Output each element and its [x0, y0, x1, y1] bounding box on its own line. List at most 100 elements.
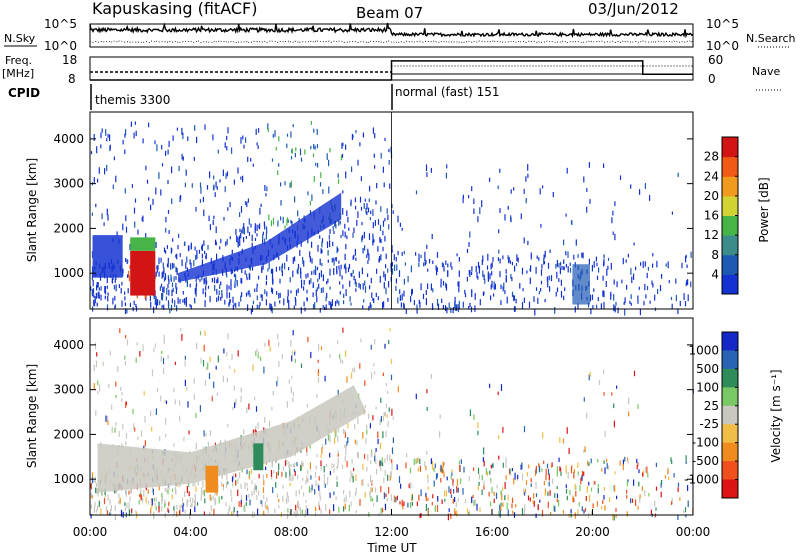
- power-echo: [527, 164, 529, 171]
- velocity-echo: [385, 493, 387, 498]
- velocity-echo: [161, 492, 163, 498]
- power-echo: [385, 253, 387, 259]
- power-echo: [677, 172, 679, 177]
- velocity-echo: [400, 483, 402, 489]
- velocity-echo: [687, 485, 689, 492]
- cpid-segment-normal: normal (fast) 151: [395, 85, 499, 99]
- power-echo: [204, 300, 206, 308]
- power-echo: [199, 199, 201, 203]
- velocity-echo: [203, 344, 205, 352]
- velocity-echo: [533, 500, 535, 507]
- velocity-echo: [164, 502, 167, 506]
- power-echo: [303, 280, 305, 285]
- power-echo: [530, 252, 532, 260]
- power-echo: [668, 280, 670, 284]
- velocity-echo: [573, 471, 575, 479]
- velocity-echo: [288, 461, 290, 468]
- velocity-echo: [292, 391, 294, 397]
- power-echo: [337, 248, 339, 252]
- power-echo: [514, 265, 516, 272]
- power-echo: [458, 270, 460, 278]
- velocity-echo: [385, 383, 387, 387]
- velocity-echo: [603, 369, 605, 374]
- velocity-echo: [350, 501, 352, 507]
- velocity-echo: [500, 384, 503, 391]
- velocity-echo: [225, 482, 228, 489]
- colorbar-tick-label: 100: [696, 380, 719, 394]
- power-echo: [610, 294, 612, 300]
- power-echo: [499, 271, 501, 278]
- velocity-echo: [292, 477, 294, 482]
- velocity-echo: [671, 497, 673, 505]
- power-echo: [267, 127, 269, 133]
- power-echo: [382, 230, 384, 236]
- power-echo: [491, 262, 493, 268]
- velocity-echo: [655, 462, 657, 468]
- power-echo: [195, 277, 197, 282]
- power-echo: [540, 287, 542, 292]
- power-echo: [517, 257, 519, 263]
- velocity-echo: [628, 397, 630, 405]
- power-echo: [172, 287, 174, 293]
- power-echo: [112, 184, 114, 190]
- velocity-echo: [420, 489, 422, 497]
- velocity-echo: [370, 496, 372, 502]
- velocity-echo: [329, 452, 331, 458]
- velocity-echo: [295, 490, 297, 497]
- velocity-echo: [382, 415, 385, 422]
- velocity-echo: [143, 445, 145, 450]
- power-echo: [318, 272, 320, 280]
- power-echo: [355, 205, 357, 210]
- power-echo: [362, 283, 364, 290]
- power-echo: [436, 299, 439, 306]
- power-echo: [227, 207, 229, 211]
- velocity-echo: [288, 475, 290, 481]
- power-echo: [388, 224, 390, 230]
- power-echo: [478, 267, 480, 274]
- velocity-echo: [448, 486, 450, 493]
- power-echo: [388, 160, 390, 165]
- velocity-echo: [91, 495, 93, 499]
- velocity-echo: [258, 473, 260, 479]
- power-echo: [204, 278, 206, 284]
- power-echo: [213, 184, 215, 191]
- velocity-echo: [130, 511, 132, 517]
- power-echo: [339, 221, 341, 225]
- power-echo: [216, 253, 218, 261]
- power-echo: [291, 221, 293, 226]
- velocity-echo: [511, 503, 513, 509]
- power-echo: [181, 153, 183, 160]
- power-data: [90, 121, 692, 316]
- power-echo: [214, 192, 216, 198]
- colorbar-cell: [722, 461, 738, 481]
- velocity-echo: [137, 436, 139, 440]
- velocity-echo: [638, 469, 640, 474]
- power-echo: [113, 285, 115, 290]
- colorbar-cell: [722, 274, 738, 295]
- velocity-echo: [359, 363, 361, 369]
- velocity-echo: [130, 487, 132, 494]
- power-echo: [215, 239, 217, 245]
- velocity-echo: [545, 468, 547, 476]
- velocity-echo: [633, 479, 635, 486]
- velocity-echo: [456, 479, 459, 486]
- velocity-echo: [577, 509, 579, 515]
- power-echo: [325, 304, 327, 310]
- velocity-echo: [263, 494, 265, 500]
- velocity-echo: [356, 440, 358, 446]
- velocity-echo: [160, 355, 162, 363]
- velocity-echo: [551, 462, 553, 468]
- power-echo: [358, 274, 360, 278]
- power-echo: [292, 257, 294, 264]
- colorbar-tick-label: -500: [692, 454, 719, 468]
- velocity-echo: [326, 481, 329, 486]
- velocity-echo: [315, 480, 317, 487]
- power-echo: [362, 305, 364, 309]
- power-echo: [298, 217, 300, 222]
- velocity-echo: [377, 431, 379, 439]
- velocity-echo: [411, 494, 413, 500]
- power-echo: [122, 139, 124, 145]
- power-echo: [597, 297, 599, 302]
- velocity-echo: [478, 481, 480, 486]
- power-echo: [442, 280, 445, 286]
